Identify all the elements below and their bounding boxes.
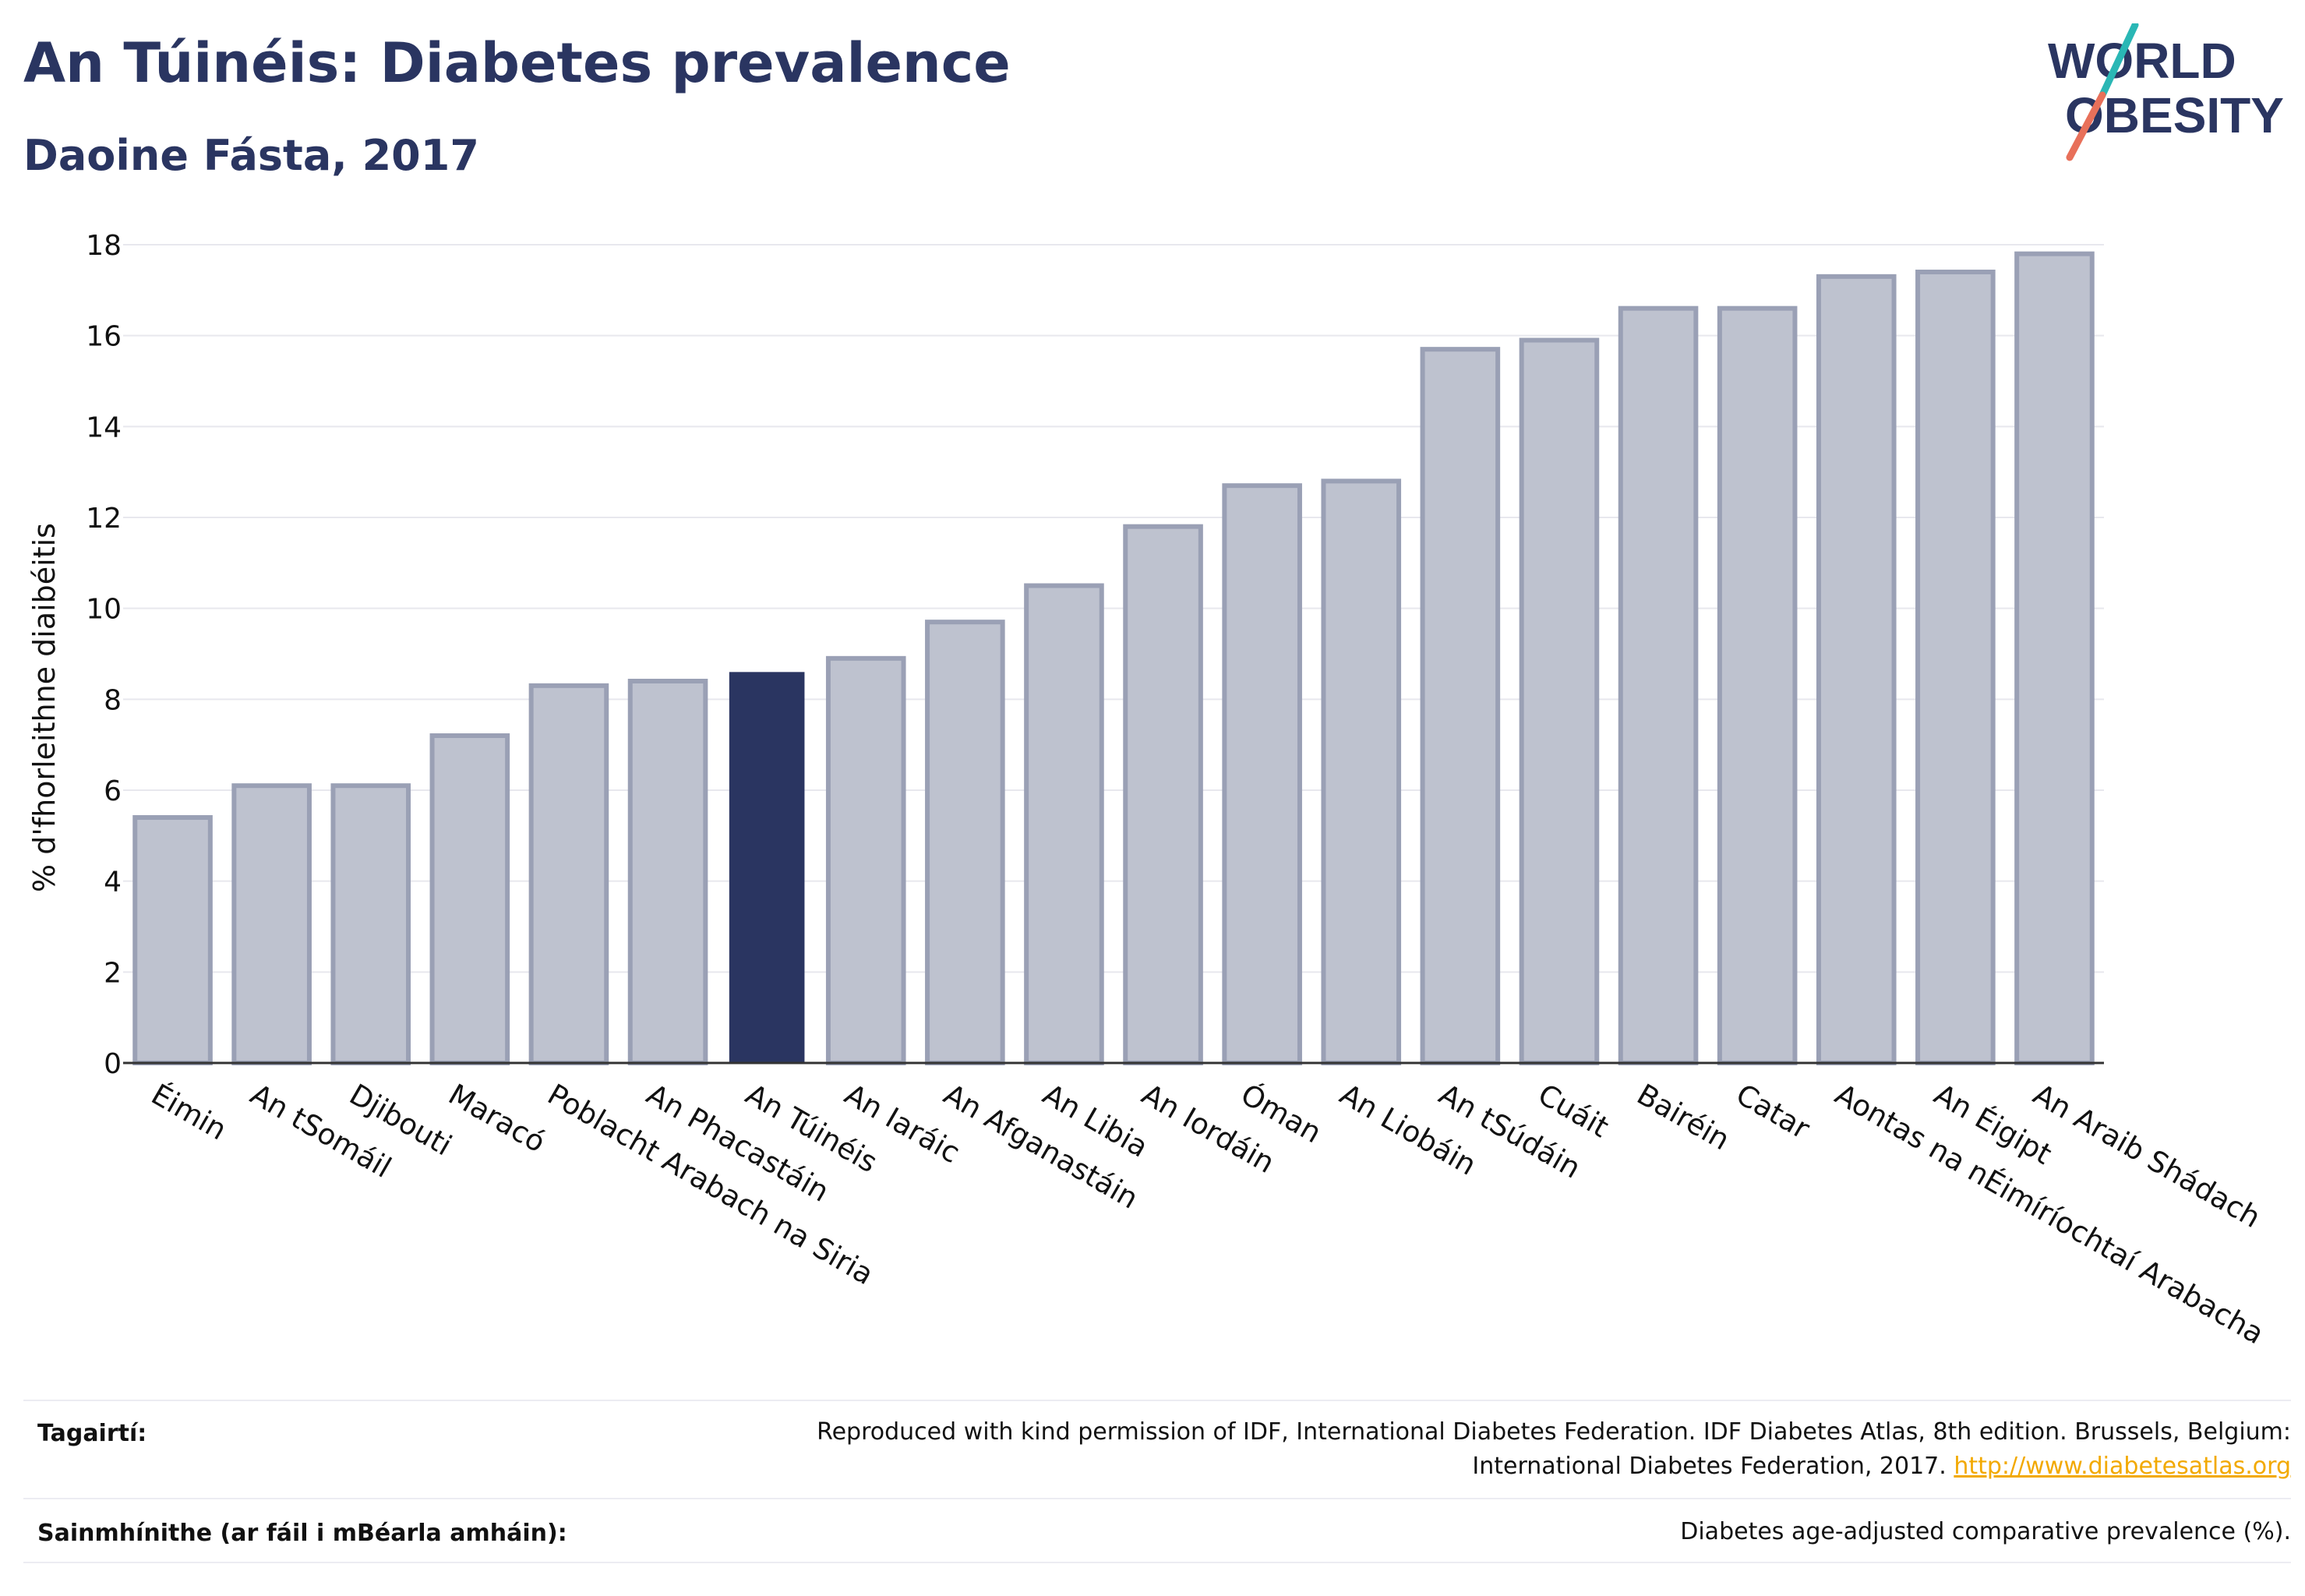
- bar: [925, 620, 1005, 1065]
- y-tick-label: 12: [86, 503, 122, 535]
- chart-title: An Túinéis: Diabetes prevalence: [23, 31, 1011, 95]
- logo-slash-top: [2099, 23, 2139, 99]
- y-tick-label: 8: [104, 684, 122, 716]
- bar: [1816, 274, 1897, 1066]
- bar-chart: 0 2 4 6 8 10 12 14 16 18 Éimin An tSomáilDjiboutiM…: [27, 230, 2270, 1351]
- chart-subtitle: Daoine Fásta, 2017: [23, 131, 479, 180]
- y-tick-label: 4: [104, 867, 122, 899]
- x-tick-label: Éimin: [146, 1077, 233, 1147]
- footer-divider-bottom: [23, 1562, 2291, 1563]
- bar: [1915, 270, 1996, 1065]
- bar: [429, 733, 510, 1065]
- bar: [1123, 524, 1203, 1065]
- bars: [132, 251, 2095, 1066]
- y-tick-label: 10: [86, 594, 122, 626]
- y-axis-ticks: 0 2 4 6 8 10 12 14 16 18: [86, 230, 122, 1080]
- bar: [1420, 347, 1501, 1065]
- bar: [1519, 337, 1600, 1065]
- bar: [1024, 583, 1104, 1065]
- bar: [2014, 251, 2095, 1066]
- bar: [825, 655, 906, 1065]
- references-line-1: Reproduced with kind permission of IDF, …: [817, 1418, 2291, 1446]
- bar: [729, 672, 805, 1063]
- y-tick-label: 14: [86, 411, 122, 443]
- definitions-label: Sainmhínithe (ar fáil i mBéarla amháin):: [37, 1520, 567, 1547]
- bar: [231, 783, 312, 1066]
- y-tick-label: 18: [86, 230, 122, 262]
- logo-slash-bottom: [2066, 91, 2106, 161]
- references-line-2-text: International Diabetes Federation, 2017.: [1472, 1453, 1947, 1480]
- y-tick-label: 2: [104, 957, 122, 989]
- diabetes-atlas-link[interactable]: http://www.diabetesatlas.org: [1954, 1453, 2291, 1480]
- grid-lines: [123, 244, 2104, 973]
- y-tick-label: 0: [104, 1048, 122, 1080]
- x-tick-label: Bairéin: [1632, 1078, 1735, 1157]
- references-label: Tagairtí:: [37, 1420, 147, 1447]
- footer-divider-top: [23, 1400, 2291, 1401]
- bar: [528, 683, 609, 1065]
- references-text: Reproduced with kind permission of IDF, …: [817, 1415, 2291, 1484]
- x-tick-label: Maracó: [443, 1078, 551, 1160]
- footer-divider-middle: [23, 1498, 2291, 1499]
- bar: [1717, 305, 1798, 1065]
- references-line-2: International Diabetes Federation, 2017.…: [817, 1449, 2291, 1484]
- bar: [1321, 478, 1402, 1065]
- y-tick-label: 16: [86, 321, 122, 353]
- bar: [1222, 483, 1302, 1065]
- bar: [1618, 305, 1699, 1065]
- logo-line-1: WORLD: [2048, 33, 2236, 89]
- y-axis-label: % d'fhorleithne diaibéitis: [27, 523, 62, 892]
- world-obesity-logo: WORLD OBESITY: [2048, 23, 2284, 161]
- x-tick-label: Catar: [1731, 1078, 1816, 1146]
- bar: [330, 783, 411, 1066]
- y-tick-label: 6: [104, 775, 122, 807]
- bar: [627, 679, 708, 1065]
- bar: [132, 815, 213, 1065]
- definitions-text: Diabetes age-adjusted comparative preval…: [1680, 1518, 2291, 1545]
